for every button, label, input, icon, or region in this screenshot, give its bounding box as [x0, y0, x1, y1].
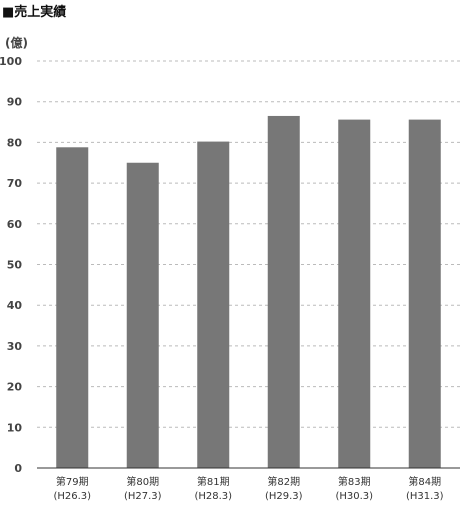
- bar-1: [126, 162, 159, 468]
- x-tick-label-2-1: (H28.3): [194, 491, 232, 502]
- x-tick-label-0-0: 第79期: [56, 475, 89, 488]
- y-tick-label-60: 60: [7, 218, 23, 231]
- labels: 0 10 20 30 40 50 60 70 80 90 100 第79期 (H26.3) 第80期 (H2…: [0, 55, 444, 502]
- x-tick-label-1-1: (H27.3): [124, 491, 162, 502]
- y-tick-label-70: 70: [7, 177, 23, 190]
- y-tick-label-20: 20: [7, 381, 23, 394]
- bar-4: [338, 119, 371, 468]
- bar-5: [408, 119, 441, 468]
- bar-3: [267, 115, 300, 468]
- x-tick-label-4-0: 第83期: [338, 475, 371, 488]
- bars: [56, 115, 441, 468]
- gridlines: [37, 60, 460, 428]
- x-tick-label-5-1: (H31.3): [406, 491, 444, 502]
- x-tick-label-1-0: 第80期: [126, 475, 159, 488]
- x-tick-label-0-1: (H26.3): [53, 491, 91, 502]
- y-axis-unit-label: (億): [5, 36, 28, 50]
- y-tick-label-40: 40: [7, 299, 23, 312]
- bar-0: [56, 147, 89, 468]
- y-tick-label-80: 80: [7, 136, 23, 149]
- y-tick-label-50: 50: [7, 259, 23, 272]
- x-tick-label-3-1: (H29.3): [265, 491, 303, 502]
- chart-title: ■売上実績: [2, 5, 67, 20]
- y-tick-label-0: 0: [14, 462, 22, 475]
- y-tick-label-10: 10: [7, 421, 23, 434]
- y-tick-label-90: 90: [7, 96, 23, 109]
- x-tick-label-2-0: 第81期: [197, 475, 230, 488]
- y-tick-label-30: 30: [7, 340, 23, 353]
- x-tick-label-3-0: 第82期: [267, 475, 300, 488]
- x-tick-label-4-1: (H30.3): [335, 491, 373, 502]
- y-tick-label-100: 100: [0, 55, 22, 68]
- bar-2: [197, 141, 230, 468]
- x-tick-label-5-0: 第84期: [408, 475, 441, 488]
